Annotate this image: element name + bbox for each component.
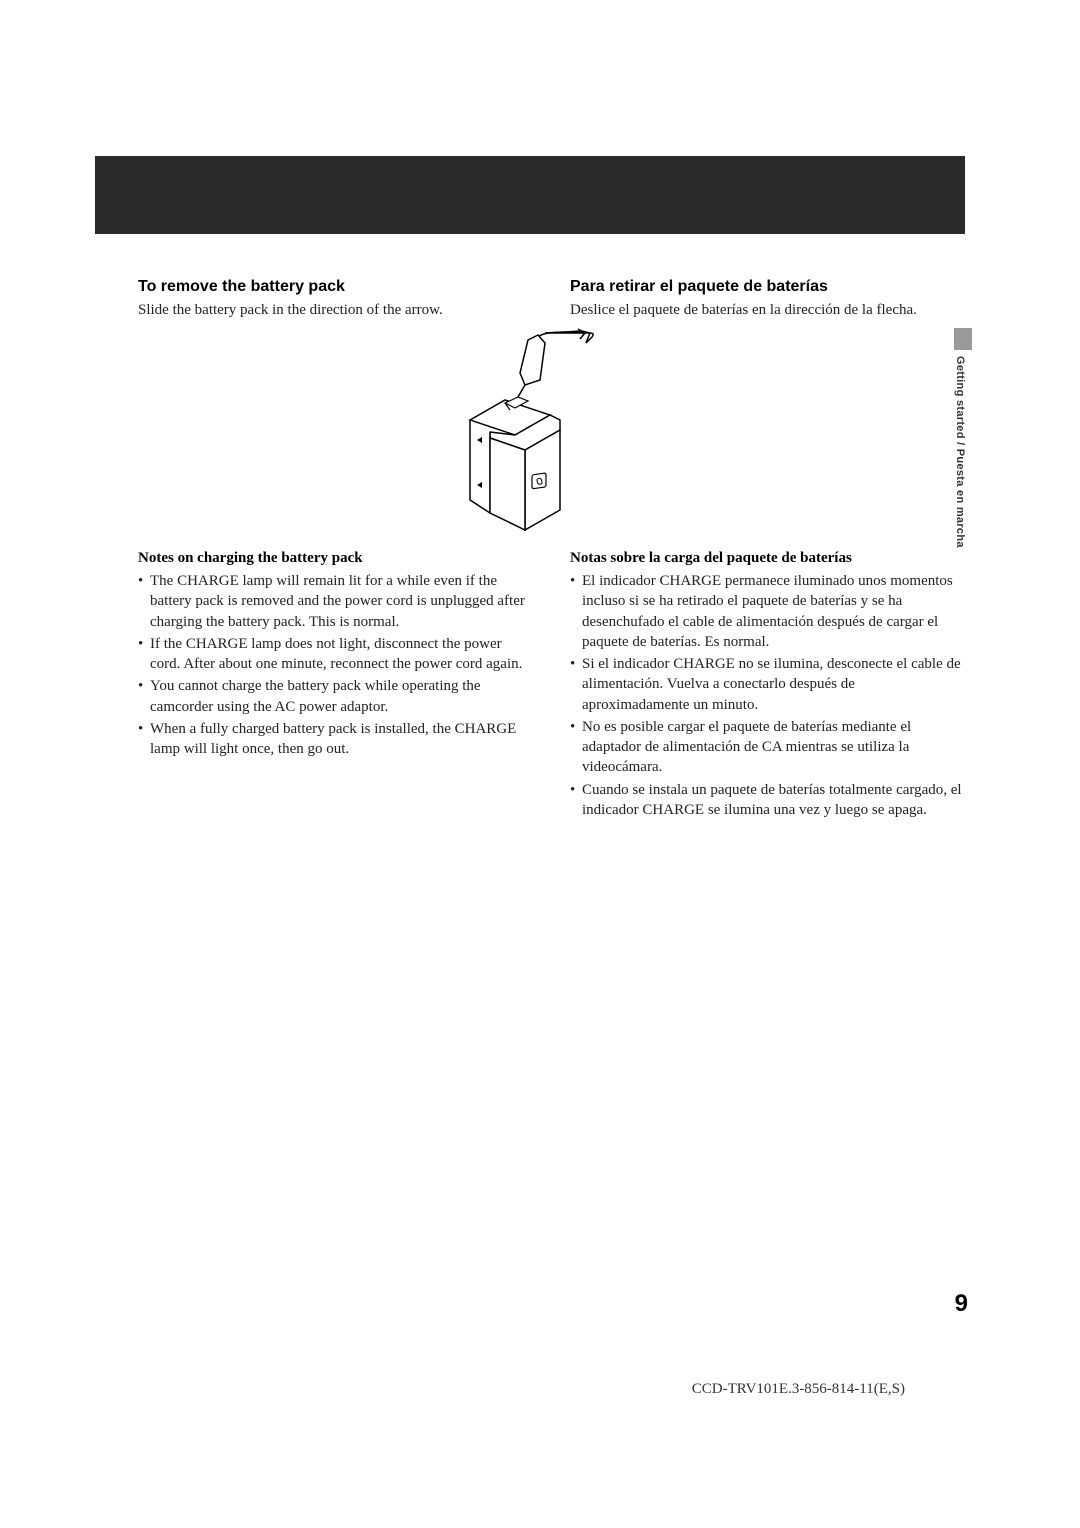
header-bar bbox=[95, 156, 965, 234]
list-item: The CHARGE lamp will remain lit for a wh… bbox=[138, 571, 532, 632]
right-column: Para retirar el paquete de baterías Desl… bbox=[570, 278, 964, 320]
footer-code: CCD-TRV101E.3-856-814-11(E,S) bbox=[692, 1381, 905, 1398]
notes-heading-es: Notas sobre la carga del paquete de bate… bbox=[570, 550, 964, 567]
notes-right-column: Notas sobre la carga del paquete de bate… bbox=[570, 544, 964, 822]
list-item: When a fully charged battery pack is ins… bbox=[138, 719, 532, 760]
list-item: No es posible cargar el paquete de bater… bbox=[570, 717, 964, 778]
list-item: You cannot charge the battery pack while… bbox=[138, 676, 532, 717]
notes-list-en: The CHARGE lamp will remain lit for a wh… bbox=[138, 571, 532, 759]
intro-section: To remove the battery pack Slide the bat… bbox=[138, 278, 964, 320]
notes-section: Notes on charging the battery pack The C… bbox=[138, 544, 964, 822]
list-item: Si el indicador CHARGE no se ilumina, de… bbox=[570, 654, 964, 715]
body-en: Slide the battery pack in the direction … bbox=[138, 300, 532, 320]
tab-marker-icon bbox=[954, 328, 972, 350]
list-item: El indicador CHARGE permanece iluminado … bbox=[570, 571, 964, 652]
list-item: If the CHARGE lamp does not light, disco… bbox=[138, 634, 532, 675]
battery-diagram-icon bbox=[410, 325, 650, 535]
notes-list-es: El indicador CHARGE permanece iluminado … bbox=[570, 571, 964, 820]
notes-heading-en: Notes on charging the battery pack bbox=[138, 550, 532, 567]
left-column: To remove the battery pack Slide the bat… bbox=[138, 278, 532, 320]
page-number: 9 bbox=[955, 1290, 968, 1318]
notes-left-column: Notes on charging the battery pack The C… bbox=[138, 544, 532, 822]
heading-es: Para retirar el paquete de baterías bbox=[570, 278, 964, 296]
body-es: Deslice el paquete de baterías en la dir… bbox=[570, 300, 964, 320]
list-item: Cuando se instala un paquete de baterías… bbox=[570, 780, 964, 821]
tab-text: Getting started / Puesta en marcha bbox=[954, 356, 966, 548]
side-tab: Getting started / Puesta en marcha bbox=[954, 328, 972, 538]
heading-en: To remove the battery pack bbox=[138, 278, 532, 296]
